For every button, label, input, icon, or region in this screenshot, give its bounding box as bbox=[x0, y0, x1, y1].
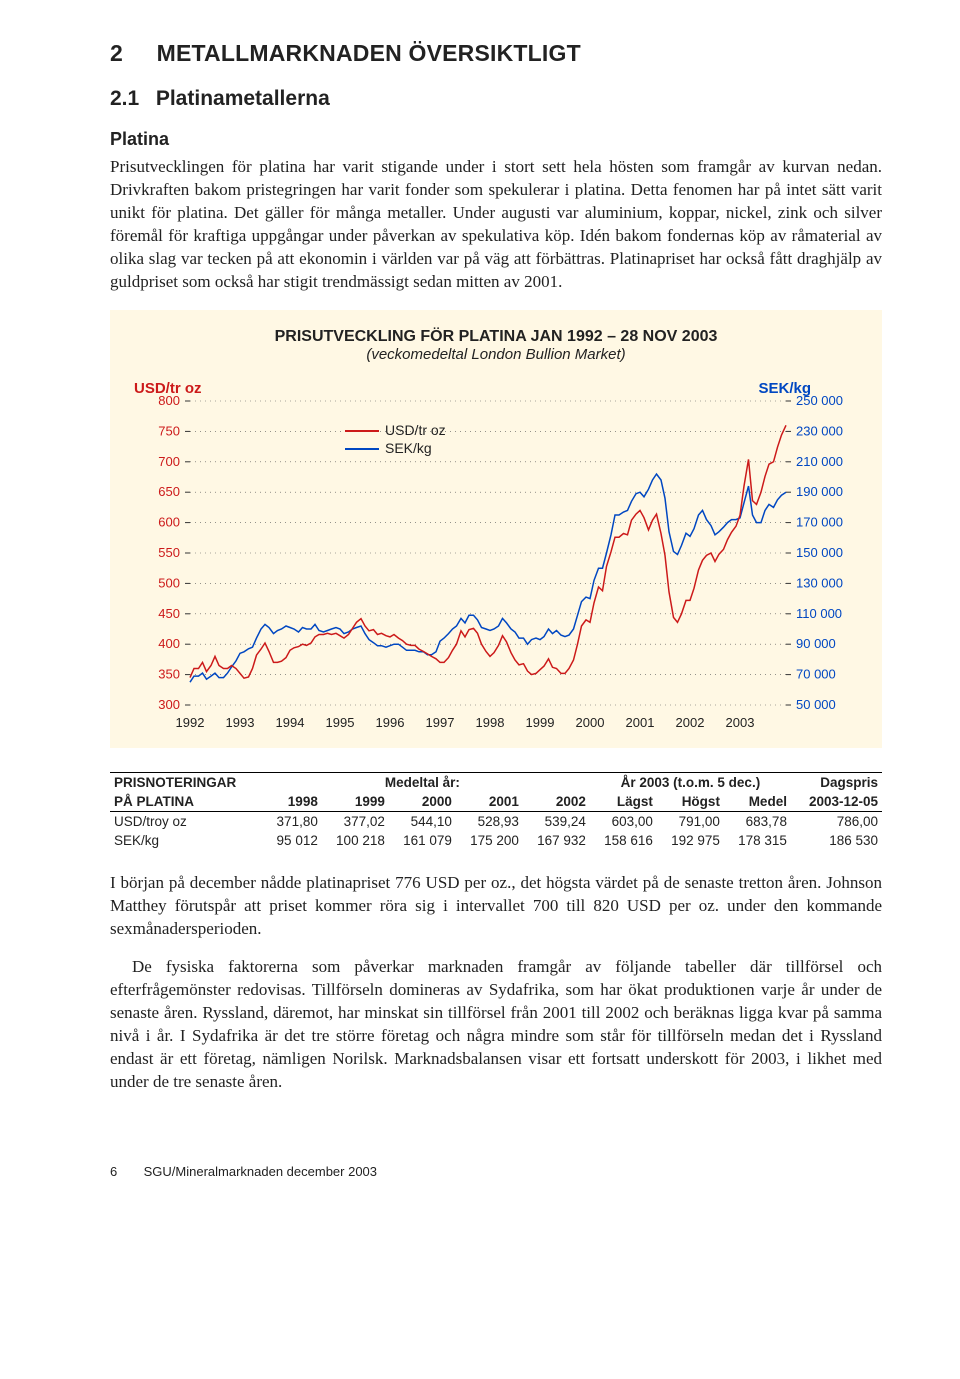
table-header: 1999 bbox=[322, 792, 389, 812]
svg-text:1993: 1993 bbox=[226, 715, 255, 730]
table-cell: 167 932 bbox=[523, 831, 590, 850]
svg-text:50 000: 50 000 bbox=[796, 697, 836, 712]
table-cell: 100 218 bbox=[322, 831, 389, 850]
svg-text:750: 750 bbox=[158, 423, 180, 438]
table-cell: 603,00 bbox=[590, 811, 657, 831]
table-cell: 377,02 bbox=[322, 811, 389, 831]
table-header: Medel bbox=[724, 792, 791, 812]
svg-text:2001: 2001 bbox=[626, 715, 655, 730]
table-row: USD/troy oz371,80377,02544,10528,93539,2… bbox=[110, 811, 882, 831]
svg-text:150 000: 150 000 bbox=[796, 545, 843, 560]
svg-text:350: 350 bbox=[158, 666, 180, 681]
page-number: 6 bbox=[110, 1164, 140, 1179]
table-header: Medeltal år: bbox=[322, 772, 523, 792]
svg-text:70 000: 70 000 bbox=[796, 666, 836, 681]
svg-text:210 000: 210 000 bbox=[796, 453, 843, 468]
table-header: Lägst bbox=[590, 792, 657, 812]
table-cell: 178 315 bbox=[724, 831, 791, 850]
svg-text:700: 700 bbox=[158, 453, 180, 468]
table-cell: 371,80 bbox=[264, 811, 322, 831]
table-header: Högst bbox=[657, 792, 724, 812]
svg-text:2000: 2000 bbox=[576, 715, 605, 730]
table-cell: 161 079 bbox=[389, 831, 456, 850]
table-cell: 791,00 bbox=[657, 811, 724, 831]
table-cell: 175 200 bbox=[456, 831, 523, 850]
table-header: PRISNOTERINGAR bbox=[110, 772, 264, 792]
table-header: År 2003 (t.o.m. 5 dec.) bbox=[590, 772, 791, 792]
subheading: Platina bbox=[110, 129, 882, 150]
table-cell: 528,93 bbox=[456, 811, 523, 831]
table-cell: 158 616 bbox=[590, 831, 657, 850]
table-header: 2000 bbox=[389, 792, 456, 812]
paragraph-2: I början på december nådde platinapriset… bbox=[110, 872, 882, 941]
svg-text:800: 800 bbox=[158, 393, 180, 408]
subsection-heading: 2.1 Platinametallerna bbox=[110, 87, 882, 111]
table-header: 2002 bbox=[523, 792, 590, 812]
table-cell: 683,78 bbox=[724, 811, 791, 831]
paragraph-3: De fysiska faktorerna som påverkar markn… bbox=[110, 956, 882, 1094]
svg-text:1994: 1994 bbox=[276, 715, 305, 730]
table-cell: 539,24 bbox=[523, 811, 590, 831]
section-title: METALLMARKNADEN ÖVERSIKTLIGT bbox=[157, 40, 581, 66]
svg-text:190 000: 190 000 bbox=[796, 484, 843, 499]
table-cell: 786,00 bbox=[791, 811, 882, 831]
svg-text:230 000: 230 000 bbox=[796, 423, 843, 438]
footer-text: SGU/Mineralmarknaden december 2003 bbox=[144, 1164, 377, 1179]
svg-text:550: 550 bbox=[158, 545, 180, 560]
subsection-title: Platinametallerna bbox=[156, 87, 330, 110]
table-cell: 95 012 bbox=[264, 831, 322, 850]
svg-text:90 000: 90 000 bbox=[796, 636, 836, 651]
svg-text:250 000: 250 000 bbox=[796, 393, 843, 408]
chart-subtitle: (veckomedeltal London Bullion Market) bbox=[128, 346, 864, 363]
footer: 6 SGU/Mineralmarknaden december 2003 bbox=[110, 1164, 882, 1179]
svg-text:1998: 1998 bbox=[476, 715, 505, 730]
table-cell: 192 975 bbox=[657, 831, 724, 850]
svg-text:1992: 1992 bbox=[176, 715, 205, 730]
table-header: 2001 bbox=[456, 792, 523, 812]
svg-text:400: 400 bbox=[158, 636, 180, 651]
table-header: PÅ PLATINA bbox=[110, 792, 264, 812]
svg-text:110 000: 110 000 bbox=[796, 605, 842, 620]
svg-text:SEK/kg: SEK/kg bbox=[385, 440, 432, 456]
svg-text:650: 650 bbox=[158, 484, 180, 499]
price-table: PRISNOTERINGAR Medeltal år: År 2003 (t.o… bbox=[110, 772, 882, 850]
table-row: SEK/kg95 012100 218161 079175 200167 932… bbox=[110, 831, 882, 850]
svg-text:USD/tr oz: USD/tr oz bbox=[385, 422, 446, 438]
svg-text:500: 500 bbox=[158, 575, 180, 590]
svg-text:130 000: 130 000 bbox=[796, 575, 843, 590]
svg-text:450: 450 bbox=[158, 605, 180, 620]
svg-text:1996: 1996 bbox=[376, 715, 405, 730]
table-cell: 544,10 bbox=[389, 811, 456, 831]
table-header: 2003-12-05 bbox=[791, 792, 882, 812]
price-chart: USD/tr oz SEK/kg 300 350 400 450 500 550 600 650 7… bbox=[128, 373, 864, 733]
svg-text:2002: 2002 bbox=[676, 715, 705, 730]
table-cell: USD/troy oz bbox=[110, 811, 264, 831]
chart-title: PRISUTVECKLING FÖR PLATINA JAN 1992 – 28… bbox=[128, 328, 864, 346]
section-number: 2 bbox=[110, 40, 150, 67]
svg-text:170 000: 170 000 bbox=[796, 514, 843, 529]
svg-text:1997: 1997 bbox=[426, 715, 455, 730]
section-heading: 2 METALLMARKNADEN ÖVERSIKTLIGT bbox=[110, 40, 882, 67]
table-cell: SEK/kg bbox=[110, 831, 264, 850]
svg-text:1999: 1999 bbox=[526, 715, 555, 730]
svg-text:2003: 2003 bbox=[726, 715, 755, 730]
svg-text:600: 600 bbox=[158, 514, 180, 529]
paragraph-1: Prisutvecklingen för platina har varit s… bbox=[110, 156, 882, 294]
chart-block: PRISUTVECKLING FÖR PLATINA JAN 1992 – 28… bbox=[110, 310, 882, 748]
table-header: 1998 bbox=[264, 792, 322, 812]
svg-text:1995: 1995 bbox=[326, 715, 355, 730]
subsection-number: 2.1 bbox=[110, 87, 150, 111]
table-cell: 186 530 bbox=[791, 831, 882, 850]
svg-text:300: 300 bbox=[158, 697, 180, 712]
table-header: Dagspris bbox=[791, 772, 882, 792]
